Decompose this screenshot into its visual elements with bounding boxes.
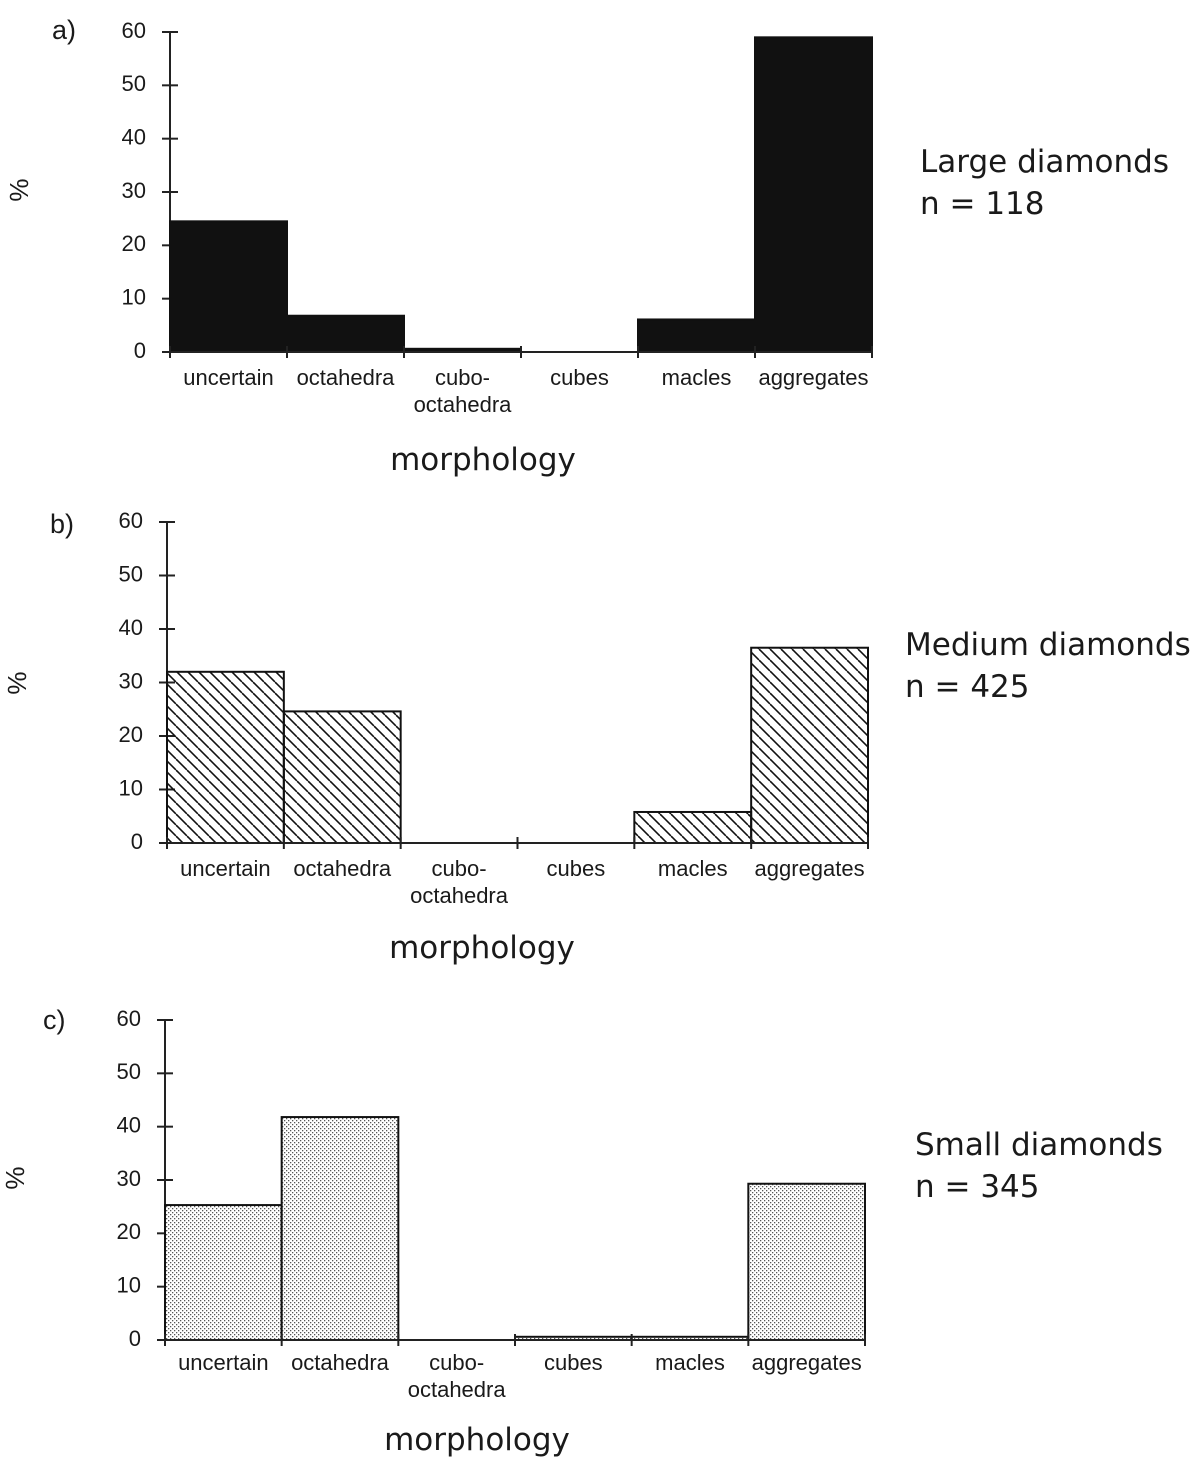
panel-2-bar-4 xyxy=(633,810,753,844)
panel-3-y-axis-label: % xyxy=(0,1166,30,1189)
panel-3-category-label-0: uncertain xyxy=(178,1350,269,1375)
panel-1-y-axis-label: % xyxy=(4,178,34,201)
panel-3-category-label-5: aggregates xyxy=(752,1350,862,1375)
panel-2-category-label-4: macles xyxy=(658,856,728,881)
panel-2-y-tick-label-2: 20 xyxy=(119,722,143,747)
panel-3-x-axis-label: morphology xyxy=(384,1422,570,1458)
panel-1-y-tick-label-6: 60 xyxy=(122,18,146,43)
panel-2-category-label-1: octahedra xyxy=(293,856,392,881)
panel-3-category-label-4: macles xyxy=(655,1350,725,1375)
panel-2-y-tick-label-6: 60 xyxy=(119,508,143,533)
panel-3-y-tick-label-1: 10 xyxy=(117,1272,141,1297)
panel-2-y-tick-label-5: 50 xyxy=(119,561,143,586)
panel-2-letter: b) xyxy=(50,509,74,539)
panel-1-y-tick-label-2: 20 xyxy=(122,231,146,256)
panel-3-y-tick-label-0: 0 xyxy=(129,1326,141,1351)
panel-3-category-label-1: octahedra xyxy=(291,1350,390,1375)
panel-1-bar-1 xyxy=(286,314,405,354)
panel-3-category-label-3: cubes xyxy=(544,1350,603,1375)
panel-2-y-tick-label-3: 30 xyxy=(119,668,143,693)
panel-3-y-tick-label-3: 30 xyxy=(117,1166,141,1191)
panel-2-bar-0 xyxy=(166,670,285,844)
panel-3-category-label-2: cubo-octahedra xyxy=(408,1350,507,1402)
panel-3-annotation-1: n = 345 xyxy=(915,1169,1040,1205)
panel-2-category-label-2: cubo-octahedra xyxy=(410,856,509,908)
panel-1-annotation-0: Large diamonds xyxy=(920,144,1169,180)
panel-3-annotation-0: Small diamonds xyxy=(915,1127,1163,1163)
panel-1-category-label-3: cubes xyxy=(550,365,609,390)
panel-1-category-label-0: uncertain xyxy=(183,365,274,390)
panel-1-bar-5 xyxy=(754,36,873,353)
panel-1-category-label-5: aggregates xyxy=(758,365,868,390)
panel-1-y-tick-label-4: 40 xyxy=(122,124,146,149)
panel-2-y-tick-label-4: 40 xyxy=(119,615,143,640)
panel-1-y-tick-label-3: 30 xyxy=(122,178,146,203)
panel-1-y-tick-label-0: 0 xyxy=(134,338,146,363)
panel-3-bar-1 xyxy=(280,1116,400,1341)
panel-2-annotation-0: Medium diamonds xyxy=(905,627,1191,663)
panel-3-y-tick-label-2: 20 xyxy=(117,1219,141,1244)
panel-1-annotation-1: n = 118 xyxy=(920,186,1045,222)
panel-1-y-tick-label-1: 10 xyxy=(122,284,146,309)
panel-2-category-label-3: cubes xyxy=(547,856,606,881)
panel-1-letter: a) xyxy=(52,15,76,45)
panel-1-category-label-1: octahedra xyxy=(297,365,396,390)
panel-3-y-tick-label-6: 60 xyxy=(117,1006,141,1031)
panel-2-y-axis-label: % xyxy=(2,671,32,694)
panel-2-bar-1 xyxy=(282,710,402,845)
panel-2-annotation-1: n = 425 xyxy=(905,669,1030,705)
panel-1-bar-0 xyxy=(169,220,288,353)
panel-2-y-tick-label-1: 10 xyxy=(119,775,143,800)
panel-3-y-tick-label-4: 40 xyxy=(117,1112,141,1137)
panel-1-bar-4 xyxy=(637,318,756,354)
panel-3-y-tick-label-5: 50 xyxy=(117,1059,141,1084)
panel-3-letter: c) xyxy=(43,1005,66,1035)
panel-2-x-axis-label: morphology xyxy=(389,930,575,966)
panel-2-category-label-5: aggregates xyxy=(755,856,865,881)
panel-1-x-axis-label: morphology xyxy=(390,442,576,478)
panel-2-bar-5 xyxy=(750,646,870,844)
panel-3-bar-5 xyxy=(747,1182,866,1341)
panel-1-category-label-2: cubo-octahedra xyxy=(414,365,513,417)
panel-1-category-label-4: macles xyxy=(662,365,732,390)
panel-2-y-tick-label-0: 0 xyxy=(131,829,143,854)
panel-1-y-tick-label-5: 50 xyxy=(122,71,146,96)
panel-2-category-label-0: uncertain xyxy=(180,856,271,881)
panel-3-bar-0 xyxy=(164,1204,283,1341)
